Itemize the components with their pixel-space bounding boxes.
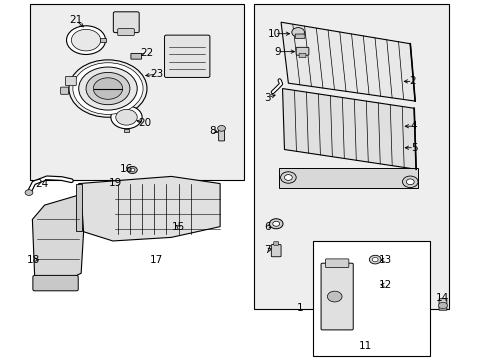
FancyBboxPatch shape (271, 244, 281, 257)
Text: 7: 7 (264, 245, 271, 255)
FancyBboxPatch shape (33, 275, 78, 291)
Circle shape (371, 257, 377, 262)
Text: 3: 3 (264, 93, 271, 103)
Circle shape (25, 190, 33, 195)
FancyBboxPatch shape (273, 242, 278, 245)
Text: 12: 12 (379, 280, 392, 290)
Text: 18: 18 (27, 255, 41, 265)
FancyBboxPatch shape (65, 76, 76, 86)
Text: 8: 8 (209, 126, 216, 135)
Circle shape (269, 219, 283, 229)
Circle shape (406, 179, 413, 185)
Text: 2: 2 (408, 76, 415, 86)
Text: 17: 17 (150, 255, 163, 265)
Text: 5: 5 (410, 143, 417, 153)
FancyBboxPatch shape (164, 35, 209, 77)
FancyBboxPatch shape (218, 130, 224, 141)
Text: 20: 20 (138, 118, 151, 128)
Polygon shape (32, 194, 83, 284)
Circle shape (111, 106, 142, 129)
Circle shape (79, 67, 137, 110)
Circle shape (291, 28, 304, 37)
FancyBboxPatch shape (438, 299, 446, 310)
Circle shape (127, 166, 137, 174)
FancyBboxPatch shape (124, 129, 129, 132)
FancyBboxPatch shape (296, 47, 308, 55)
Text: 22: 22 (140, 48, 153, 58)
Bar (30, 4, 244, 180)
Circle shape (402, 176, 417, 188)
FancyBboxPatch shape (321, 263, 352, 330)
Circle shape (93, 78, 122, 99)
Bar (254, 4, 448, 309)
Circle shape (272, 221, 279, 226)
Bar (312, 241, 429, 356)
Circle shape (73, 63, 143, 114)
Text: 10: 10 (267, 29, 281, 39)
Text: 15: 15 (172, 222, 185, 232)
Text: 6: 6 (264, 222, 271, 231)
Text: 24: 24 (36, 179, 49, 189)
Bar (76, 184, 82, 231)
Circle shape (71, 30, 101, 51)
FancyBboxPatch shape (325, 259, 348, 267)
Text: 19: 19 (108, 177, 122, 188)
Polygon shape (282, 89, 415, 169)
FancyBboxPatch shape (61, 87, 68, 94)
Text: 11: 11 (358, 341, 371, 351)
Text: 21: 21 (69, 15, 83, 26)
Bar (278, 168, 417, 188)
Circle shape (280, 172, 296, 183)
Circle shape (438, 302, 447, 309)
Circle shape (130, 168, 135, 172)
Polygon shape (79, 176, 220, 241)
Circle shape (327, 291, 341, 302)
FancyBboxPatch shape (295, 34, 305, 39)
Text: 4: 4 (410, 121, 417, 131)
Text: 16: 16 (120, 164, 133, 174)
Circle shape (69, 60, 147, 117)
Circle shape (284, 175, 292, 180)
FancyBboxPatch shape (113, 12, 139, 33)
Text: 9: 9 (274, 46, 281, 57)
FancyBboxPatch shape (299, 53, 305, 58)
Circle shape (217, 126, 225, 131)
Circle shape (116, 109, 137, 125)
FancyBboxPatch shape (131, 53, 142, 59)
FancyBboxPatch shape (100, 39, 105, 42)
Text: 1: 1 (297, 303, 303, 313)
Circle shape (66, 26, 105, 54)
Polygon shape (281, 22, 414, 101)
Text: 13: 13 (379, 255, 392, 265)
Circle shape (368, 255, 380, 264)
Circle shape (86, 72, 130, 105)
FancyBboxPatch shape (118, 29, 134, 36)
Text: 23: 23 (150, 69, 163, 79)
Text: 14: 14 (435, 293, 448, 303)
